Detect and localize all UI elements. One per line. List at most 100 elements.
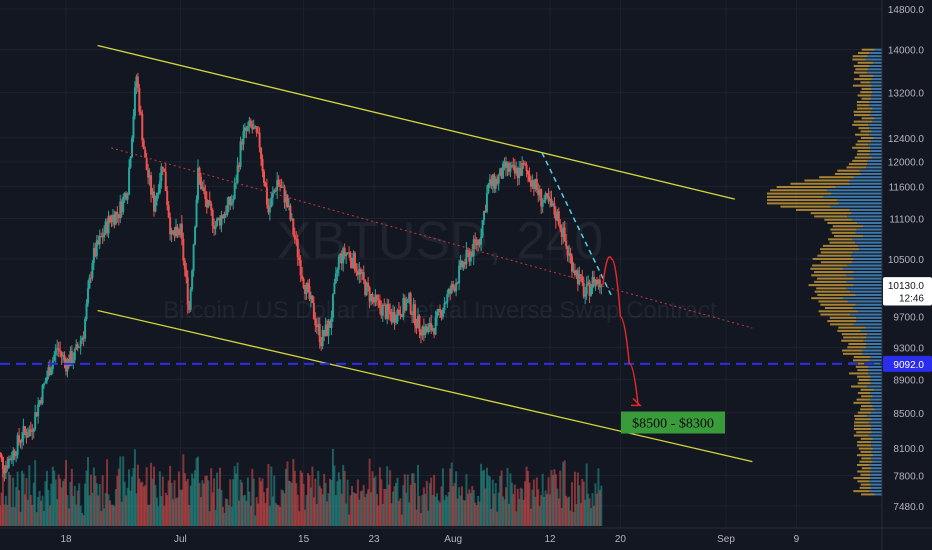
candle-body <box>491 174 494 186</box>
candle-body <box>455 282 458 292</box>
volume-bar <box>532 479 535 526</box>
volume-bar <box>226 499 229 526</box>
volume-bar <box>488 476 491 526</box>
volume-bar <box>192 478 195 526</box>
volume-bars <box>0 448 603 526</box>
volume-bar <box>422 487 425 526</box>
volume-bar <box>216 472 219 526</box>
volume-bar <box>138 478 141 526</box>
candle-body <box>571 256 573 272</box>
y-tick-label: 14800.0 <box>888 5 925 16</box>
volume-bar <box>469 493 472 526</box>
profile-bar-down <box>796 208 850 211</box>
volume-bar <box>62 481 65 526</box>
candle-body <box>591 276 594 289</box>
candle-body <box>412 304 415 315</box>
volume-bar <box>271 496 274 526</box>
volume-bar <box>48 505 51 526</box>
profile-bar-down <box>816 287 847 290</box>
volume-bar <box>57 474 60 526</box>
volume-bar <box>576 472 579 526</box>
profile-bar-up <box>851 212 882 215</box>
volume-bar <box>157 506 160 526</box>
volume-bar <box>334 495 337 526</box>
volume-bar <box>3 504 6 526</box>
candle-body <box>223 213 226 218</box>
candle-body <box>43 383 45 386</box>
profile-bar-up <box>869 51 882 54</box>
candle-body <box>238 165 241 167</box>
volume-bar <box>70 468 73 526</box>
candle-body <box>560 228 563 237</box>
profile-bar-up <box>850 290 882 293</box>
volume-bar <box>205 475 208 526</box>
volume-bar <box>242 495 245 526</box>
candle-body <box>88 277 91 289</box>
y-tick-label: 8100.0 <box>893 444 924 455</box>
candle-body <box>173 233 176 237</box>
volume-bar <box>155 497 158 526</box>
volume-bar <box>35 512 38 526</box>
profile-bar-down <box>837 169 860 172</box>
symbol-watermark: XBTUSD, 240 <box>277 212 604 270</box>
volume-bar <box>386 466 389 526</box>
volume-bar <box>251 468 254 526</box>
candle-body <box>210 203 213 211</box>
volume-bar <box>210 468 213 526</box>
volume-bar <box>18 490 21 526</box>
volume-bar <box>16 471 19 526</box>
profile-bar-down <box>858 51 870 54</box>
candle-body <box>590 288 593 296</box>
volume-bar <box>483 469 485 526</box>
volume-bar <box>81 512 84 526</box>
volume-bar <box>565 495 568 526</box>
profile-bar-up <box>847 215 882 218</box>
volume-bar <box>425 480 428 526</box>
candle-body <box>299 260 302 276</box>
candle-body <box>98 235 101 245</box>
y-axis-background <box>882 0 932 550</box>
candle-body <box>318 323 321 343</box>
profile-bar-down <box>853 114 870 117</box>
profile-bar-up <box>846 274 882 277</box>
candle-body <box>100 235 103 237</box>
candle-body <box>441 309 444 318</box>
candle-body <box>535 178 538 191</box>
profile-bar-up <box>863 235 882 238</box>
profile-bar-down <box>860 81 871 84</box>
candle-body <box>287 205 290 207</box>
volume-bar <box>292 458 295 526</box>
profile-bar-down <box>820 261 852 264</box>
volume-bar <box>7 471 10 526</box>
candle-body <box>593 276 595 286</box>
profile-bar-up <box>874 117 882 120</box>
volume-bar <box>405 492 408 526</box>
candle-body <box>500 168 503 179</box>
volume-bar <box>163 505 166 526</box>
volume-bar <box>92 467 95 526</box>
volume-bar <box>351 485 353 526</box>
volume-bar <box>503 499 506 526</box>
volume-bar <box>537 489 540 526</box>
volume-bar <box>122 456 125 526</box>
volume-bar <box>494 482 497 526</box>
candle-body <box>484 210 487 212</box>
volume-bar <box>260 481 263 526</box>
profile-bar-up <box>868 123 882 126</box>
volume-bar <box>588 498 591 526</box>
candle-body <box>128 167 131 195</box>
volume-bar <box>419 513 422 526</box>
volume-bar <box>145 467 148 526</box>
volume-bar <box>6 504 9 526</box>
candle-body <box>116 211 119 215</box>
y-tick-label: 10500.0 <box>888 255 925 266</box>
candle-body <box>270 197 273 208</box>
profile-bar-down <box>829 241 856 244</box>
y-tick-label: 8500.0 <box>893 409 924 420</box>
profile-bar-down <box>855 68 869 71</box>
profile-bar-down <box>853 490 870 493</box>
volume-bar <box>87 456 89 526</box>
profile-bar-up <box>871 411 882 414</box>
candle-body <box>540 189 543 207</box>
